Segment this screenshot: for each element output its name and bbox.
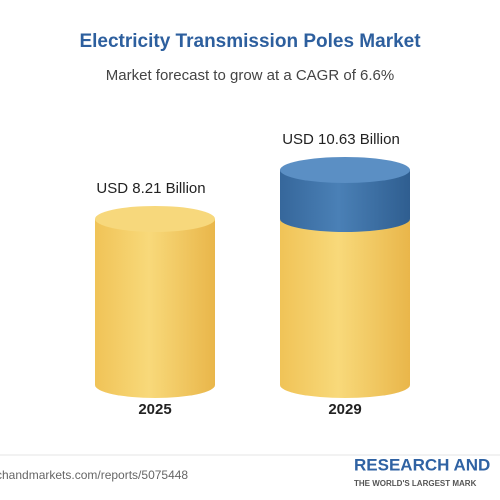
logo: RESEARCH AND <box>354 455 490 474</box>
value-label: USD 10.63 Billion <box>282 131 400 148</box>
bar-top <box>95 205 215 232</box>
source-url: chandmarkets.com/reports/5075448 <box>0 468 188 482</box>
value-label: USD 8.21 Billion <box>96 180 205 197</box>
chart-title: Electricity Transmission Poles Market <box>79 31 421 52</box>
chart-subtitle: Market forecast to grow at a CAGR of 6.6… <box>106 67 394 84</box>
growth-segment-top <box>280 157 410 183</box>
bar <box>280 218 410 385</box>
bar <box>95 218 215 385</box>
logo-tagline: THE WORLD'S LARGEST MARK <box>354 479 477 488</box>
x-tick-label: 2029 <box>328 401 361 418</box>
x-tick-label: 2025 <box>138 401 171 418</box>
